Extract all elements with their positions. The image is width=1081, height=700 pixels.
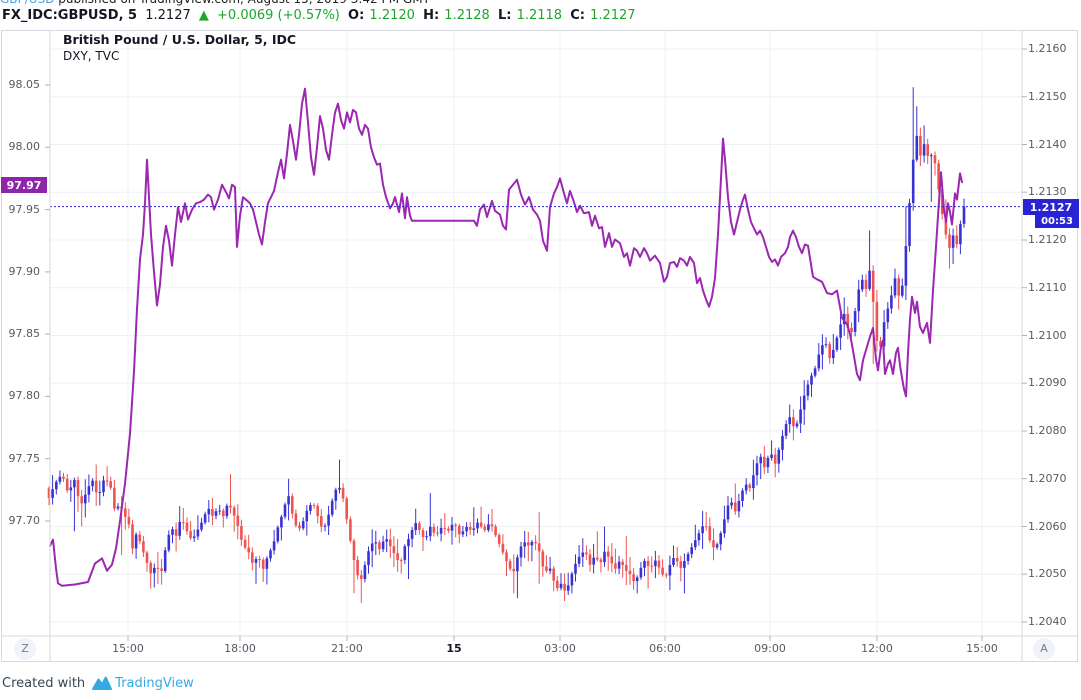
time-axis-tick-label: 21:00 xyxy=(331,642,363,655)
right-axis-tick-label: 1.2040 xyxy=(1028,615,1067,628)
right-axis-tick-label: 1.2100 xyxy=(1028,328,1067,342)
time-axis-tick-label: 15:00 xyxy=(112,642,144,655)
time-axis-tick-label: 12:00 xyxy=(861,642,893,655)
left-axis-tick-label: 97.85 xyxy=(8,327,41,341)
time-axis-tick-label: 09:00 xyxy=(754,642,786,655)
right-axis-tick-label: 1.2070 xyxy=(1028,471,1067,485)
timezone-button[interactable]: Z xyxy=(14,638,36,660)
right-axis-tick-label: 1.2110 xyxy=(1028,280,1067,294)
caption-symbol-link[interactable]: GBP/USD xyxy=(0,0,54,6)
right-axis-tick-label: 1.2130 xyxy=(1028,185,1067,199)
gbpusd-last-price-badge: 1.2127 xyxy=(1023,199,1079,215)
right-axis-tick-label: 1.2050 xyxy=(1028,567,1067,581)
left-axis-tick-label: 97.75 xyxy=(8,451,41,465)
right-axis-tick-label: 1.2080 xyxy=(1028,424,1067,437)
legend-main-series[interactable]: British Pound / U.S. Dollar, 5, IDC xyxy=(63,32,297,47)
right-axis-tick-label: 1.2150 xyxy=(1028,89,1067,103)
high-label: H: xyxy=(423,8,440,23)
chart-legend: British Pound / U.S. Dollar, 5, IDC DXY,… xyxy=(63,32,296,64)
price-change: +0.0069 (+0.57%) xyxy=(217,8,340,23)
legend-overlay-series[interactable]: DXY, TVC xyxy=(63,49,120,63)
article-caption: GBP/USD published on TradingView.com, Au… xyxy=(0,0,1081,7)
time-axis-tick-label: 03:00 xyxy=(544,642,576,655)
left-axis-tick-label: 97.95 xyxy=(8,202,41,216)
right-axis-tick-label: 1.2090 xyxy=(1028,376,1067,390)
right-axis-tick-label: 1.2120 xyxy=(1028,233,1067,246)
left-axis-tick-label: 97.70 xyxy=(8,514,41,527)
left-price-axis[interactable]: 98.05 98.00 97.95 97.90 97.85 97.80 97.75 97.70 xyxy=(0,30,44,636)
left-axis-tick-label: 97.80 xyxy=(8,389,41,403)
left-axis-tick-label: 98.05 xyxy=(8,78,41,91)
bar-countdown-badge: 00:53 xyxy=(1035,215,1079,228)
credit-line: Created with TradingView xyxy=(2,671,194,695)
open-value: 1.2120 xyxy=(369,8,415,23)
low-label: L: xyxy=(497,8,512,23)
left-axis-tick-label: 97.90 xyxy=(8,264,41,278)
time-axis-tick-label: 15 xyxy=(446,642,462,655)
open-label: O: xyxy=(348,8,365,23)
low-value: 1.2118 xyxy=(516,8,563,23)
up-arrow-icon: ▲ xyxy=(198,8,209,23)
right-axis-tick-label: 1.2160 xyxy=(1028,42,1067,55)
auto-scale-button[interactable]: A xyxy=(1033,638,1055,660)
last-price: 1.2127 xyxy=(145,8,191,23)
left-axis-tick-label: 98.00 xyxy=(8,140,41,154)
symbol-name[interactable]: FX_IDC:GBPUSD, 5 xyxy=(2,8,138,23)
dxy-last-price-badge: 97.97 xyxy=(1,177,47,193)
right-price-axis[interactable]: 1.2160 1.2150 1.2140 1.2130 1.2120 1.2110 1.21… xyxy=(1028,30,1080,636)
credit-prefix: Created with xyxy=(2,675,86,691)
time-axis[interactable]: 15:00 18:00 21:00 15 03:00 06:00 09:00 12:00 15:… xyxy=(0,636,1081,662)
tradingview-logo-icon[interactable] xyxy=(92,676,113,691)
time-axis-tick-label: 18:00 xyxy=(224,642,256,655)
high-value: 1.2128 xyxy=(444,8,490,23)
time-axis-tick-label: 15:00 xyxy=(966,642,998,655)
tradingview-brand-link[interactable]: TradingView xyxy=(115,675,194,691)
close-label: C: xyxy=(570,8,585,23)
caption-text: published on TradingView.com, August 15,… xyxy=(54,0,430,6)
right-axis-tick-label: 1.2060 xyxy=(1028,519,1067,533)
right-axis-tick-label: 1.2140 xyxy=(1028,137,1067,151)
close-value: 1.2127 xyxy=(590,8,636,23)
time-axis-tick-label: 06:00 xyxy=(649,642,681,655)
symbol-header: FX_IDC:GBPUSD, 5 1.2127 ▲ +0.0069 (+0.57… xyxy=(2,8,640,24)
